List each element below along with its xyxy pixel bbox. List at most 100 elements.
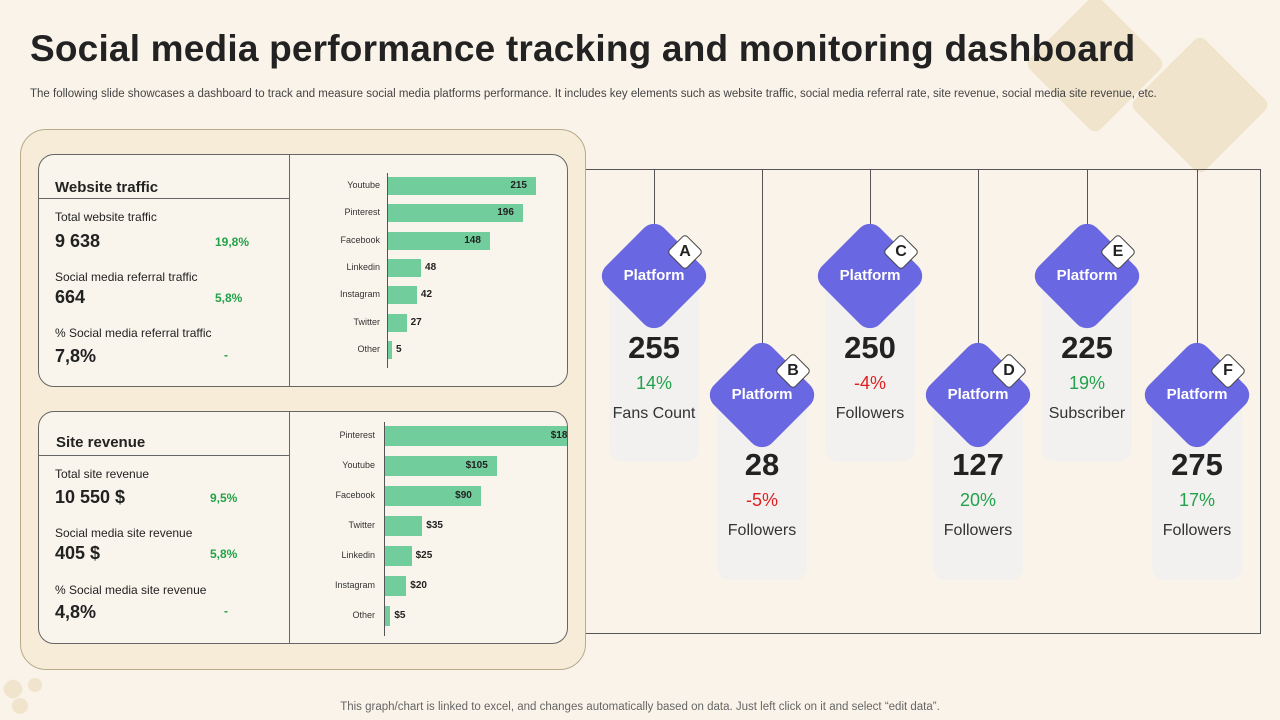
platform-metric-label: Followers bbox=[835, 405, 905, 422]
bar bbox=[388, 286, 417, 305]
card-title: Website traffic bbox=[55, 179, 159, 196]
divider bbox=[289, 155, 290, 386]
chart-axis bbox=[387, 173, 388, 369]
page-title: Social media performance tracking and mo… bbox=[30, 28, 1136, 69]
bar bbox=[385, 606, 391, 626]
bar-value-label: 27 bbox=[410, 316, 422, 328]
platform-metric-label: Followers bbox=[727, 522, 797, 539]
metric-value: 7,8% bbox=[55, 346, 97, 366]
metric-change: 5,8% bbox=[215, 291, 243, 305]
bar-category-label: Pinterest bbox=[339, 430, 375, 440]
bar-value-label: $35 bbox=[426, 520, 443, 531]
bar bbox=[385, 426, 567, 446]
platform-name: Platform bbox=[947, 386, 1009, 403]
connector-line bbox=[978, 170, 979, 395]
platform-name: Platform bbox=[1166, 386, 1228, 403]
website-traffic-bar-chart: Youtube 215 Pinterest 196 Facebook 148 Linkedi… bbox=[290, 155, 567, 386]
metric-label: Total site revenue bbox=[55, 467, 150, 481]
bar-value-label: $20 bbox=[410, 580, 427, 591]
metric-label: Social media site revenue bbox=[55, 526, 193, 540]
bar-value-label: 42 bbox=[420, 289, 433, 301]
platform-value: 255 bbox=[628, 330, 680, 365]
bar-value-label: 148 bbox=[464, 234, 481, 246]
bar-category-label: Other bbox=[352, 610, 375, 620]
platform-change: 20% bbox=[959, 490, 997, 510]
platform-change: 19% bbox=[1068, 373, 1106, 393]
bar bbox=[385, 576, 407, 596]
divider bbox=[289, 412, 290, 643]
platform-letter: C bbox=[895, 243, 907, 260]
platform-metric-label: Subscriber bbox=[1048, 405, 1126, 422]
metric-value: 4,8% bbox=[55, 602, 97, 622]
metric-change: 19,8% bbox=[215, 235, 250, 249]
bar-category-label: Instagram bbox=[334, 580, 375, 590]
chart-axis bbox=[384, 422, 385, 636]
bar-category-label: Pinterest bbox=[344, 207, 380, 218]
platform-letter: B bbox=[787, 362, 799, 379]
platform-value: 127 bbox=[952, 447, 1004, 482]
bar bbox=[385, 516, 423, 536]
metric-value: 405 $ bbox=[55, 543, 101, 563]
metric-change: - bbox=[224, 604, 228, 618]
bar-value-label: $90 bbox=[455, 490, 472, 501]
divider bbox=[39, 455, 289, 456]
platform-letter: D bbox=[1003, 362, 1015, 379]
bar-category-label: Twitter bbox=[348, 520, 375, 530]
footer-note: This graph/chart is linked to excel, and… bbox=[340, 701, 940, 713]
metric-label: Social media referral traffic bbox=[55, 270, 198, 284]
platform-change: -4% bbox=[853, 373, 886, 393]
platform-metric-label: Followers bbox=[943, 522, 1013, 539]
platform-frame bbox=[586, 169, 1261, 634]
platform-metric-label: Fans Count bbox=[612, 405, 696, 422]
bar-category-label: Youtube bbox=[347, 180, 380, 190]
platform-value: 28 bbox=[744, 447, 780, 482]
platform-value: 250 bbox=[844, 330, 896, 365]
bar bbox=[388, 231, 490, 250]
bar-value-label: $25 bbox=[415, 550, 433, 561]
bar bbox=[385, 486, 481, 506]
metric-label: % Social media referral traffic bbox=[55, 326, 212, 340]
platform-change: -5% bbox=[745, 490, 778, 510]
page-subtitle: The following slide showcases a dashboar… bbox=[30, 88, 1157, 100]
bar bbox=[388, 177, 536, 195]
bar-value-label: 196 bbox=[497, 207, 514, 219]
bar-category-label: Youtube bbox=[342, 460, 375, 470]
platform-value: 225 bbox=[1061, 330, 1113, 365]
bar-category-label: Facebook bbox=[340, 234, 380, 245]
metric-value: 10 550 $ bbox=[55, 487, 126, 507]
bar-category-label: Linkedin bbox=[341, 550, 375, 560]
decorative-diamond bbox=[25, 675, 45, 695]
metric-change: 5,8% bbox=[210, 547, 238, 561]
bar-value-label: 5 bbox=[396, 343, 402, 355]
bar bbox=[385, 546, 412, 566]
bar-category-label: Linkedin bbox=[346, 261, 380, 272]
platform-metric-label: Followers bbox=[1162, 522, 1232, 539]
platform-letter: E bbox=[1112, 243, 1124, 260]
site-revenue-bar-chart: Pinterest $185 Youtube $105 Facebook $90 Twitt… bbox=[290, 412, 568, 643]
bar-category-label: Other bbox=[357, 343, 380, 354]
metric-change: - bbox=[224, 348, 228, 362]
connector-line bbox=[762, 170, 763, 395]
bar bbox=[388, 204, 523, 223]
platform-name: Platform bbox=[839, 267, 901, 284]
platform-letter: A bbox=[679, 243, 691, 260]
metric-value: 664 bbox=[55, 287, 86, 307]
bar-category-label: Twitter bbox=[353, 316, 380, 327]
metric-value: 9 638 bbox=[55, 231, 101, 251]
bar-category-label: Instagram bbox=[339, 289, 380, 300]
platform-value: 275 bbox=[1171, 447, 1223, 482]
bar-value-label: 215 bbox=[510, 180, 527, 191]
platform-change: 17% bbox=[1178, 490, 1216, 510]
bar bbox=[388, 313, 407, 332]
platform-change: 14% bbox=[635, 373, 673, 393]
bar bbox=[385, 456, 497, 476]
metric-label: Total website traffic bbox=[55, 210, 157, 224]
metric-label: % Social media site revenue bbox=[55, 583, 207, 597]
platform-name: Platform bbox=[1056, 267, 1118, 284]
bar-value-label: $185 bbox=[550, 430, 568, 441]
bar-value-label: 48 bbox=[425, 261, 437, 273]
connector-line bbox=[1197, 170, 1198, 395]
site-revenue-card: Site revenue Total site revenue 10 550 $… bbox=[38, 411, 568, 644]
website-traffic-card: Website traffic Total website traffic 9 … bbox=[38, 154, 568, 387]
divider bbox=[39, 198, 289, 199]
